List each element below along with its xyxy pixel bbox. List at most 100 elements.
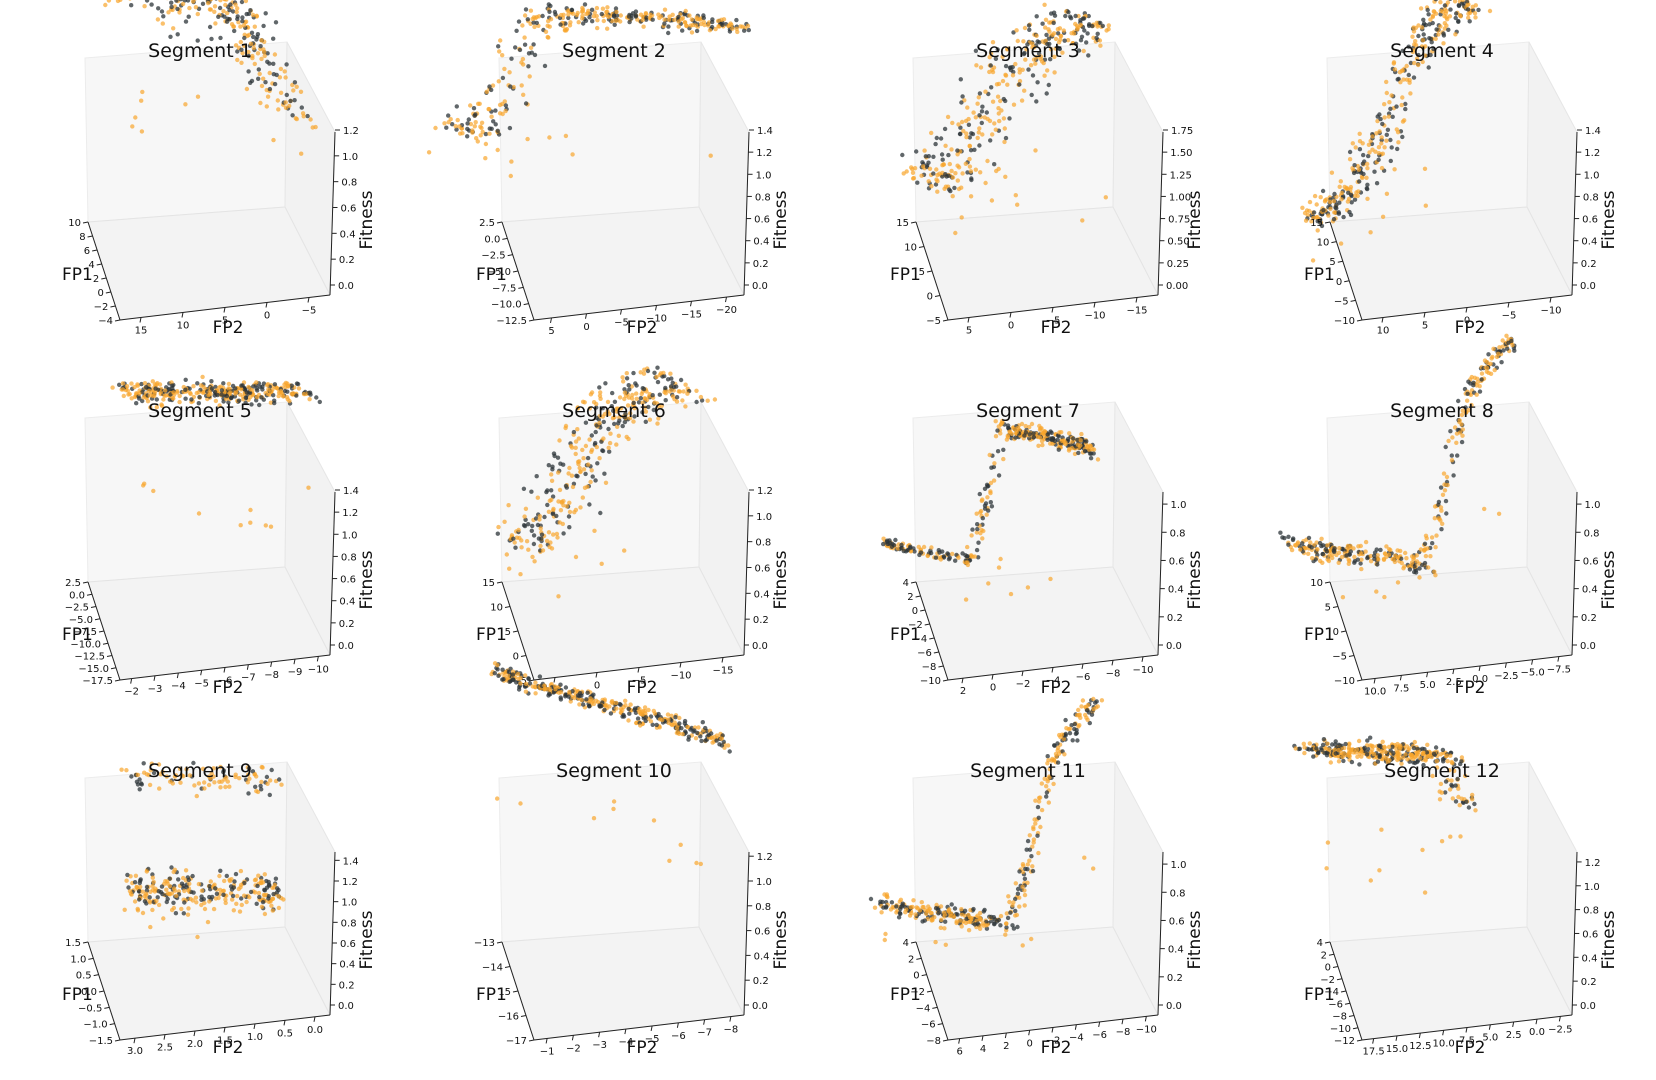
scatter-point bbox=[893, 537, 898, 543]
scatter-point bbox=[1392, 167, 1397, 172]
scatter-point bbox=[221, 768, 226, 773]
scatter-point bbox=[507, 70, 512, 75]
scatter-point bbox=[1038, 824, 1043, 830]
scatter-point bbox=[569, 473, 575, 478]
fp2-tick-mark bbox=[676, 1022, 679, 1028]
scatter-point bbox=[1403, 106, 1408, 112]
scatter-point bbox=[593, 478, 598, 483]
fitness-tick-label: 0.0 bbox=[752, 641, 768, 652]
scatter-point bbox=[183, 19, 189, 24]
fp1-axis-label: FP1 bbox=[1304, 625, 1335, 645]
scatter-point bbox=[632, 406, 637, 411]
scatter-point bbox=[1380, 739, 1385, 744]
scatter-point bbox=[288, 98, 293, 104]
scatter-point bbox=[583, 18, 589, 23]
scatter-point bbox=[545, 34, 550, 40]
scatter-point bbox=[950, 551, 955, 557]
scatter-point bbox=[1391, 557, 1396, 562]
scatter-point bbox=[556, 690, 562, 695]
scatter-point bbox=[1426, 565, 1431, 570]
scatter-point bbox=[677, 715, 682, 721]
fp2-tick-mark bbox=[139, 317, 142, 323]
scatter-point bbox=[238, 523, 243, 528]
scatter-point bbox=[561, 462, 566, 467]
scatter-point bbox=[1396, 140, 1401, 145]
scatter-point bbox=[1065, 38, 1071, 43]
scatter-point bbox=[171, 26, 176, 31]
scatter-point bbox=[1457, 803, 1462, 808]
scatter-point bbox=[940, 549, 945, 554]
fp1-tick-mark bbox=[523, 303, 529, 306]
scatter-point bbox=[141, 761, 146, 766]
scatter-point bbox=[1011, 926, 1017, 931]
scatter-point bbox=[262, 872, 267, 877]
fp1-tick-label: 2 bbox=[908, 954, 914, 965]
fitness-tick-label: 1.0 bbox=[756, 170, 772, 181]
scatter-point bbox=[186, 906, 191, 911]
fp2-tick-mark bbox=[553, 677, 556, 683]
scatter-point bbox=[225, 10, 230, 16]
fitness-tick-label: 0.0 bbox=[338, 281, 354, 292]
fp2-tick-label: 4 bbox=[980, 1044, 986, 1055]
scatter-point bbox=[235, 893, 240, 899]
fp1-tick-label: −16 bbox=[498, 1012, 519, 1023]
scatter-point bbox=[151, 488, 156, 494]
scatter-point bbox=[1033, 821, 1038, 826]
scatter-point bbox=[275, 98, 280, 103]
scatter-point bbox=[140, 89, 145, 95]
scatter-point bbox=[1010, 903, 1015, 908]
scatter-point bbox=[955, 148, 960, 153]
scatter-point bbox=[898, 897, 904, 902]
scatter-point bbox=[1459, 796, 1464, 801]
scatter-point bbox=[1439, 508, 1444, 513]
scatter-point bbox=[255, 883, 260, 889]
scatter-point bbox=[868, 896, 874, 902]
scatter-point bbox=[964, 554, 970, 559]
fitness-tick-label: 0.25 bbox=[1167, 259, 1189, 270]
scatter-point bbox=[507, 125, 513, 131]
scatter-point bbox=[135, 772, 141, 778]
scatter-point bbox=[663, 398, 668, 403]
fp1-tick-label: −5.0 bbox=[69, 615, 93, 626]
scatter-point bbox=[1418, 547, 1424, 552]
scatter-point bbox=[1341, 214, 1346, 220]
scatter-point bbox=[668, 371, 673, 376]
subplot-title: Segment 1 bbox=[148, 40, 252, 62]
scatter-point bbox=[604, 703, 609, 708]
scatter-point bbox=[984, 512, 989, 517]
fp2-axis-label: FP2 bbox=[1455, 318, 1486, 338]
fp1-tick-mark bbox=[942, 1039, 949, 1042]
scatter-point bbox=[142, 481, 147, 486]
fp2-tick-label: −9 bbox=[288, 667, 303, 678]
scatter-point bbox=[1384, 132, 1389, 137]
fp1-tick-mark bbox=[114, 319, 121, 322]
fp1-tick-mark bbox=[512, 990, 519, 993]
scatter-point bbox=[1413, 43, 1419, 48]
scatter-point bbox=[518, 801, 523, 806]
fp2-tick-label: −2.5 bbox=[1494, 671, 1518, 682]
fp1-tick-label: −8 bbox=[922, 662, 937, 673]
scatter-point bbox=[914, 149, 919, 154]
scatter-point bbox=[1337, 546, 1342, 551]
fp2-tick-label: 1.5 bbox=[217, 1036, 233, 1047]
fp1-tick-label: −1.5 bbox=[89, 1036, 113, 1047]
fitness-tick-label: 0.0 bbox=[1580, 281, 1596, 292]
scatter-point bbox=[1315, 219, 1320, 224]
scatter-point bbox=[468, 121, 474, 127]
scatter-point bbox=[957, 131, 963, 137]
scatter-point bbox=[230, 893, 236, 899]
scatter-point bbox=[669, 713, 674, 718]
scatter-point bbox=[166, 10, 171, 15]
scatter-point bbox=[1366, 153, 1371, 159]
fp1-tick-label: −8 bbox=[926, 1036, 941, 1047]
fitness-tick-label: 0.2 bbox=[339, 619, 355, 630]
scatter-point bbox=[551, 532, 556, 537]
fp2-tick-label: −3 bbox=[148, 684, 163, 695]
scatter-point bbox=[495, 128, 500, 133]
scatter-point bbox=[977, 113, 982, 118]
scatter-point bbox=[942, 912, 947, 917]
scatter-point bbox=[1389, 93, 1394, 98]
scatter-point bbox=[1358, 561, 1363, 566]
scatter-point bbox=[138, 877, 143, 882]
fitness-tick-label: 0.8 bbox=[1170, 528, 1186, 539]
